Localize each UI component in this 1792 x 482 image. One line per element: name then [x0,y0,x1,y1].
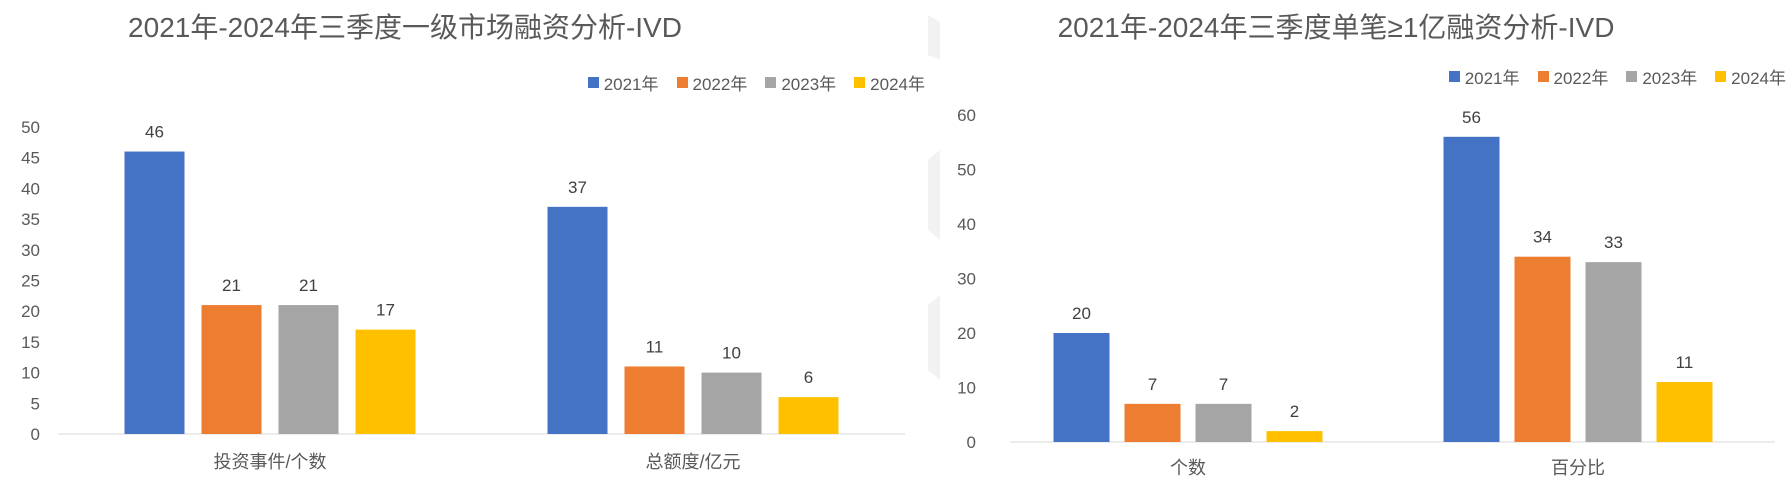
bar-2023年-总额度/亿元 [701,372,762,434]
y-tick-label: 30 [21,241,40,260]
bar-2023年-投资事件/个数 [278,305,339,434]
bar-2022年-个数 [1124,403,1181,442]
y-tick-label: 50 [957,161,976,180]
legend-item: 2024年 [854,70,925,95]
data-label: 56 [1462,108,1481,127]
y-tick-label: 40 [957,215,976,234]
bar-2022年-总额度/亿元 [624,366,685,434]
y-tick-label: 0 [31,425,40,444]
y-tick-label: 40 [21,179,40,198]
legend-item: 2022年 [676,70,748,95]
data-label: 37 [568,178,587,197]
chart-panel-financing: 2021年-2024年三季度一级市场融资分析-IVD 2021年 2022年 202… [21,12,925,472]
y-tick-label: 10 [21,364,40,383]
data-label: 17 [376,301,395,320]
bar-chart-financing: 0 5 10 15 20 25 30 35 40 45 50 46 21 21 17 投资事件/个数 37 11 1… [21,118,905,472]
bar-2021年-百分比 [1443,136,1500,443]
category-label: 百分比 [1551,458,1605,478]
data-label: 21 [299,276,318,295]
category-label: 个数 [1170,458,1206,478]
legend-item: 2022年 [1537,64,1609,89]
legend-swatch [854,77,866,88]
legend-label: 2024年 [1731,69,1786,88]
bar-2024年-百分比 [1656,382,1713,442]
category-label: 投资事件/个数 [213,452,326,472]
bar-2023年-个数 [1195,403,1252,442]
data-label: 7 [1219,375,1228,394]
y-tick-label: 5 [31,394,40,413]
legend-swatch [1715,71,1727,82]
data-label: 6 [804,368,813,387]
data-label: 11 [1676,353,1694,372]
legend-swatch [676,77,688,88]
chart-legend: 2021年 2022年 2023年 2024年 [1448,64,1786,89]
bar-2023年-百分比 [1585,262,1642,442]
y-tick-label: 10 [957,379,976,398]
y-tick-label: 35 [21,210,40,229]
bar-2022年-百分比 [1514,256,1571,442]
legend-swatch [1537,71,1549,82]
legend-label: 2021年 [603,75,659,94]
chart-legend: 2021年 2022年 2023年 2024年 [587,70,925,95]
data-label: 11 [646,337,664,356]
chart-title: 2021年-2024年三季度一级市场融资分析-IVD [128,12,682,43]
y-tick-label: 45 [21,149,40,168]
data-label: 34 [1533,228,1552,247]
legend-label: 2021年 [1464,69,1520,88]
legend-label: 2023年 [1642,69,1698,88]
legend-item: 2023年 [765,70,836,95]
bar-2021年-投资事件/个数 [124,151,185,434]
legend-label: 2023年 [781,75,837,94]
bar-2022年-投资事件/个数 [201,305,262,434]
bar-2021年-总额度/亿元 [547,206,608,434]
data-label: 33 [1604,233,1623,252]
data-label: 10 [722,344,741,363]
y-tick-label: 30 [957,270,976,289]
bar-2024年-总额度/亿元 [778,397,839,434]
legend-label: 2022年 [1553,69,1609,88]
background-decoration [920,0,940,482]
y-tick-label: 20 [957,324,976,343]
category-label: 总额度/亿元 [645,452,740,472]
data-label: 21 [222,276,241,295]
data-label: 7 [1148,375,1157,394]
y-tick-label: 15 [21,333,40,352]
y-tick-label: 25 [21,272,40,291]
data-label: 20 [1072,304,1091,323]
legend-item: 2021年 [587,70,659,95]
data-label: 46 [145,123,164,142]
bar-2024年-投资事件/个数 [355,329,416,434]
data-label: 2 [1290,402,1299,421]
legend-item: 2023年 [1626,64,1697,89]
legend-swatch [1448,71,1460,82]
bar-2021年-个数 [1053,333,1110,442]
legend-item: 2021年 [1448,64,1520,89]
chart-title: 2021年-2024年三季度单笔≥1亿融资分析-IVD [1057,12,1615,43]
y-tick-label: 20 [21,302,40,321]
y-tick-label: 0 [967,433,976,452]
legend-swatch [587,77,599,88]
bar-chart-large-deals: 0 10 20 30 40 50 60 20 7 7 2 个数 56 34 33 11 百分比 [957,106,1775,478]
y-tick-label: 60 [957,106,976,125]
legend-item: 2024年 [1715,64,1786,89]
legend-swatch [1626,71,1638,82]
legend-label: 2024年 [870,75,925,94]
legend-swatch [765,77,777,88]
y-tick-label: 50 [21,118,40,137]
chart-panel-large-deals: 2021年-2024年三季度单笔≥1亿融资分析-IVD 2021年 2022年 20… [940,0,1792,482]
legend-label: 2022年 [692,75,748,94]
bar-2024年-个数 [1266,431,1323,442]
